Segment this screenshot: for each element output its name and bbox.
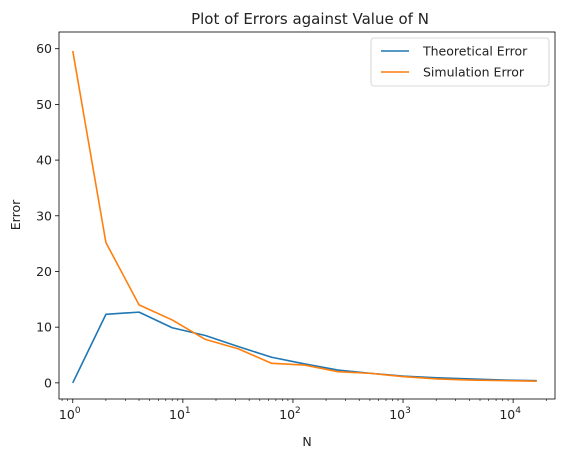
y-tick-label: 60 <box>36 41 52 56</box>
y-tick-label: 0 <box>44 375 52 390</box>
plot-frame <box>58 31 556 400</box>
y-tick-label: 30 <box>36 208 52 223</box>
y-tick-label: 20 <box>36 264 52 279</box>
x-tick-label: 101 <box>169 406 191 422</box>
series-line-2 <box>71 50 537 382</box>
legend-box <box>370 37 550 87</box>
y-tick-label: 40 <box>36 153 52 168</box>
legend: Theoretical Error Simulation Error <box>370 37 550 87</box>
x-axis-label: N <box>302 434 311 449</box>
legend-label: Theoretical Error <box>422 44 528 59</box>
legend-label: Simulation Error <box>423 65 525 80</box>
x-tick-label: 102 <box>279 406 301 422</box>
y-axis-label: Error <box>8 199 23 230</box>
chart-title: Plot of Errors against Value of N <box>191 10 429 28</box>
y-tick-label: 50 <box>36 97 52 112</box>
series-line-1 <box>72 311 537 384</box>
x-tick-label: 100 <box>59 406 81 422</box>
x-tick-label: 104 <box>499 406 521 422</box>
y-tick-label: 10 <box>36 320 52 335</box>
x-tick-label: 103 <box>389 406 411 422</box>
